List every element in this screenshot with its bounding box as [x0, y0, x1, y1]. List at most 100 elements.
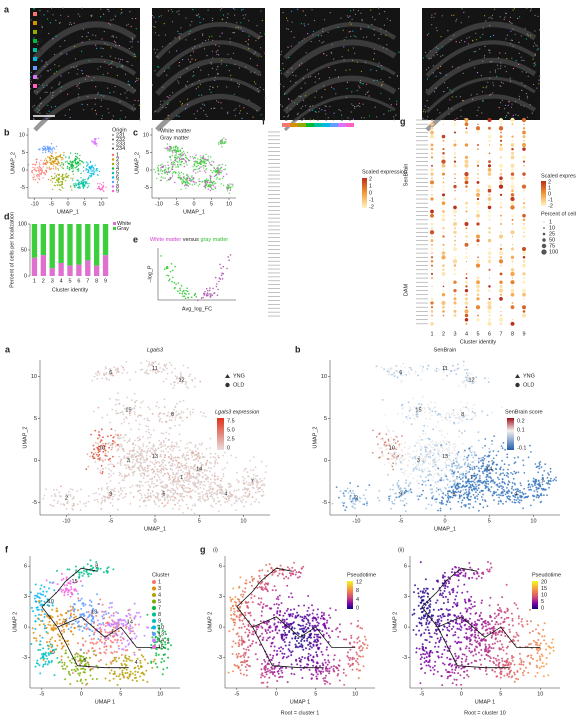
cell-point [194, 168, 196, 171]
cell-dot [119, 101, 121, 103]
cell-point [36, 167, 39, 169]
cell-point [174, 416, 177, 419]
dot [464, 221, 469, 227]
x-axis-title: UMAP_1 [144, 526, 166, 532]
cell-point [66, 160, 68, 162]
cell-dot [46, 118, 48, 120]
cell-point [79, 501, 81, 503]
cell-point [179, 505, 181, 507]
cell-point [179, 163, 181, 165]
cell-dot [195, 88, 197, 90]
dot [499, 218, 503, 221]
cell-dot [121, 65, 123, 67]
cell-dot [110, 62, 112, 64]
cell-point [77, 183, 79, 186]
cell-point [181, 154, 183, 157]
cell-point [124, 474, 126, 476]
cell-point [73, 164, 75, 167]
cell-dot [461, 8, 463, 10]
cell-point [109, 460, 112, 463]
cell-point [138, 489, 140, 492]
cell-dot [346, 88, 348, 90]
cell-dot [447, 87, 449, 89]
cell-point [242, 479, 245, 482]
cell-dot [302, 105, 304, 107]
cell-dot [178, 13, 180, 15]
cell-point [178, 377, 181, 380]
cell-point [219, 164, 221, 166]
legend-symbol [542, 238, 546, 242]
cell-dot [341, 56, 343, 58]
cell-point [177, 161, 179, 163]
cell-dot [210, 63, 212, 65]
cell-dot [494, 71, 496, 73]
cell-point [254, 500, 256, 503]
cell-point [204, 165, 206, 167]
dot [487, 238, 492, 243]
cell-point [138, 453, 141, 456]
dot [498, 234, 504, 239]
cell-dot [493, 34, 495, 37]
cell-dot [264, 33, 266, 35]
dot [441, 293, 446, 297]
cell-dot [513, 8, 515, 10]
cell-point [194, 181, 196, 183]
cell-dot [422, 57, 424, 59]
dot [431, 219, 433, 221]
dot [464, 297, 469, 301]
cell-dot [512, 114, 514, 116]
cell-dot [349, 15, 351, 17]
cell-dot [539, 75, 541, 77]
cell-point [111, 444, 113, 447]
cell-point [108, 441, 110, 444]
cell-dot [463, 11, 465, 13]
cell-point [85, 167, 87, 170]
cell-point [224, 501, 227, 504]
cell-dot [510, 80, 512, 82]
cell-point [187, 483, 190, 486]
cell-point [98, 187, 100, 189]
cell-dot [181, 104, 183, 106]
dot [523, 223, 525, 225]
cell-dot [310, 75, 312, 77]
cell-dot [214, 76, 216, 78]
cell-dot [390, 110, 392, 112]
cell-point [252, 487, 255, 489]
dot [522, 202, 526, 205]
cell-dot [78, 96, 80, 98]
cell-point [132, 496, 135, 498]
cell-point [58, 184, 60, 186]
cell-point [168, 419, 171, 422]
cell-point [139, 464, 142, 467]
cell-point [252, 469, 255, 472]
cell-dot [114, 57, 116, 59]
bar-white [58, 263, 64, 276]
cluster-label: 6 [109, 370, 112, 376]
cell-dot [88, 39, 91, 41]
cell-point [197, 498, 200, 501]
cell-point [209, 478, 212, 481]
tissue-arc [283, 94, 396, 132]
dot [487, 168, 492, 172]
cell-dot [202, 103, 204, 105]
cell-dot [228, 70, 230, 72]
dot [442, 235, 445, 238]
cell-dot [212, 67, 214, 69]
cell-dot [494, 69, 496, 71]
cell-dot [67, 15, 69, 17]
cell-point [221, 146, 223, 148]
cell-dot [221, 59, 223, 61]
dot [498, 163, 504, 168]
cell-point [184, 178, 187, 181]
dot [521, 226, 527, 231]
cell-point [69, 493, 72, 496]
legend-label: 8 [116, 184, 119, 190]
cell-dot [44, 66, 46, 68]
cell-dot [300, 62, 303, 64]
cell-dot [298, 41, 300, 43]
dot [488, 318, 491, 322]
gene-point [221, 278, 224, 280]
cell-point [160, 463, 163, 466]
cluster-label: 9 [109, 492, 112, 498]
cell-point [45, 158, 47, 160]
